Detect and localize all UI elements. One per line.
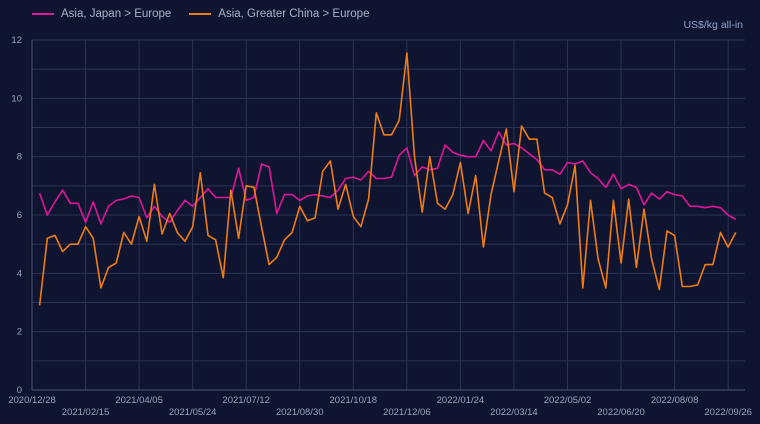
x-tick-label: 2022/06/20	[597, 407, 645, 418]
x-tick-label: 2021/08/30	[276, 407, 324, 418]
x-tick-label: 2022/08/08	[651, 395, 699, 406]
series-line-japan-europe	[38, 131, 737, 225]
y-tick-label: 0	[17, 385, 22, 396]
x-tick-label: 2022/05/02	[544, 395, 592, 406]
y-tick-label: 8	[17, 152, 22, 163]
x-tick-label: 2022/01/24	[437, 395, 485, 406]
legend-swatch-japan	[32, 13, 54, 15]
legend-item-japan-europe[interactable]: Asia, Japan > Europe	[32, 8, 171, 20]
chart-legend: Asia, Japan > Europe Asia, Greater China…	[32, 8, 369, 20]
y-tick-label: 12	[11, 35, 22, 46]
y-tick-label: 4	[17, 268, 22, 279]
x-tick-label: 2022/09/26	[704, 407, 752, 418]
x-tick-label: 2021/05/24	[169, 407, 217, 418]
legend-label-japan: Asia, Japan > Europe	[61, 8, 172, 20]
y-tick-label: 6	[17, 210, 22, 221]
x-tick-label: 2021/07/12	[222, 395, 270, 406]
x-tick-label: 2021/02/15	[62, 407, 110, 418]
legend-swatch-china	[189, 13, 212, 15]
legend-label-china: Asia, Greater China > Europe	[218, 8, 370, 20]
series-line-china-europe	[38, 52, 737, 306]
x-tick-label: 2021/04/05	[115, 395, 163, 406]
x-tick-label: 2020/12/28	[8, 395, 56, 406]
legend-item-china-europe[interactable]: Asia, Greater China > Europe	[189, 8, 369, 20]
y-axis-unit-label: US$/kg all-in	[683, 19, 743, 31]
x-tick-label: 2021/10/18	[330, 395, 378, 406]
x-tick-label: 2022/03/14	[490, 407, 538, 418]
y-tick-label: 2	[17, 327, 22, 338]
y-tick-label: 10	[11, 93, 22, 104]
x-tick-label: 2021/12/06	[383, 407, 431, 418]
